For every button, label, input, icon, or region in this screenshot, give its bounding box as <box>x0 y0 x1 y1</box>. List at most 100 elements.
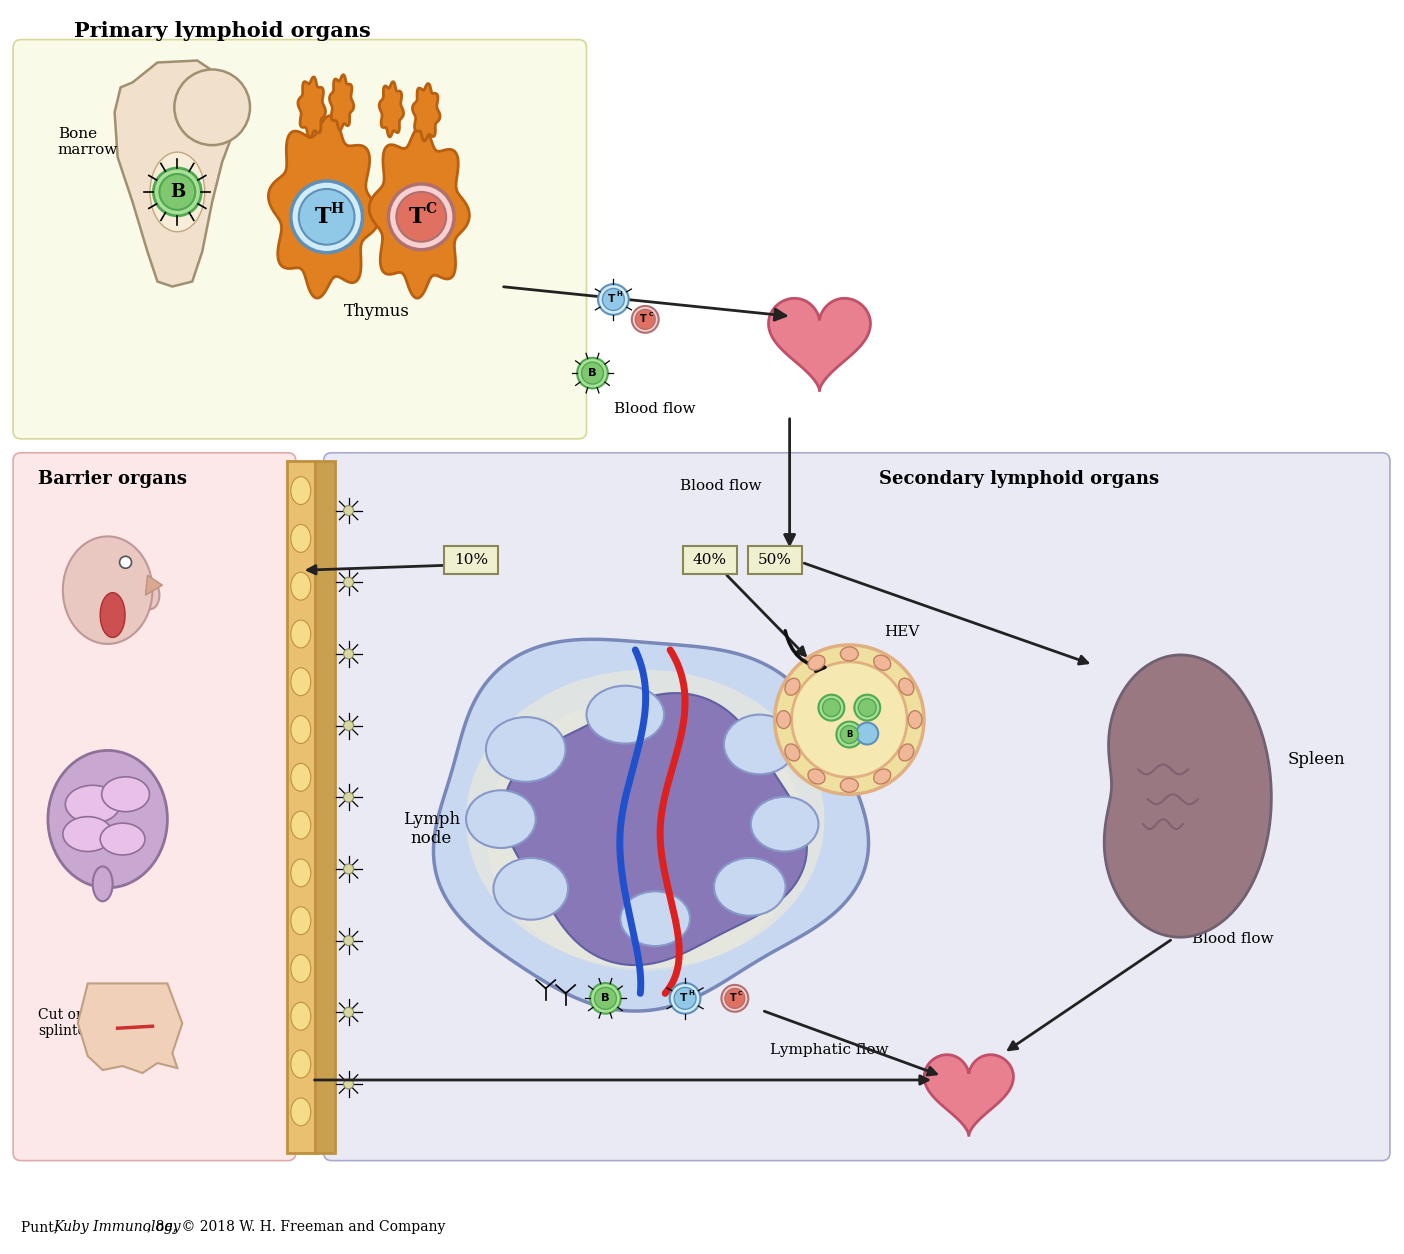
Ellipse shape <box>291 1099 310 1126</box>
Text: 10%: 10% <box>453 553 489 567</box>
Text: H: H <box>330 202 343 216</box>
Circle shape <box>856 722 879 745</box>
Ellipse shape <box>908 711 922 729</box>
Circle shape <box>722 984 748 1012</box>
Circle shape <box>344 505 354 515</box>
Circle shape <box>174 69 250 145</box>
Text: B: B <box>847 730 852 739</box>
Polygon shape <box>1104 655 1272 937</box>
Ellipse shape <box>873 769 890 784</box>
Polygon shape <box>434 640 869 1011</box>
Bar <box>286 460 314 1152</box>
Text: H: H <box>688 989 694 996</box>
Circle shape <box>344 1007 354 1017</box>
Ellipse shape <box>785 678 800 695</box>
Ellipse shape <box>776 711 790 729</box>
Text: T: T <box>409 206 425 228</box>
Polygon shape <box>268 115 379 298</box>
Ellipse shape <box>66 785 121 823</box>
Circle shape <box>344 864 354 874</box>
Ellipse shape <box>486 697 804 971</box>
Text: T: T <box>608 295 615 305</box>
FancyBboxPatch shape <box>324 453 1390 1161</box>
Text: C: C <box>649 312 653 317</box>
Circle shape <box>344 721 354 731</box>
Ellipse shape <box>751 796 819 851</box>
Ellipse shape <box>291 907 310 934</box>
Ellipse shape <box>899 678 914 695</box>
Ellipse shape <box>724 715 796 774</box>
Text: Spleen: Spleen <box>1287 751 1345 767</box>
Ellipse shape <box>291 811 310 839</box>
Circle shape <box>590 983 621 1013</box>
Circle shape <box>396 192 446 242</box>
Text: T: T <box>730 993 736 1003</box>
Ellipse shape <box>291 668 310 696</box>
Circle shape <box>854 695 880 721</box>
Text: Lymph
node: Lymph node <box>403 811 459 848</box>
Ellipse shape <box>63 537 153 643</box>
Ellipse shape <box>100 823 145 855</box>
Ellipse shape <box>93 867 112 902</box>
Text: 40%: 40% <box>694 553 727 567</box>
Text: B: B <box>170 183 185 201</box>
Text: Bone
marrow: Bone marrow <box>58 127 118 157</box>
Ellipse shape <box>841 779 858 793</box>
Ellipse shape <box>587 686 664 744</box>
Ellipse shape <box>291 572 310 601</box>
Text: C: C <box>739 991 743 996</box>
Circle shape <box>153 168 201 216</box>
Ellipse shape <box>466 670 824 968</box>
Ellipse shape <box>899 744 914 761</box>
FancyBboxPatch shape <box>684 547 737 574</box>
Ellipse shape <box>715 858 786 915</box>
Text: T: T <box>314 206 331 228</box>
Ellipse shape <box>466 790 536 848</box>
Text: Barrier organs: Barrier organs <box>38 470 187 488</box>
Circle shape <box>344 577 354 587</box>
Polygon shape <box>330 75 354 130</box>
Text: Primary lymphoid organs: Primary lymphoid organs <box>74 20 371 40</box>
Text: T: T <box>640 315 647 325</box>
Polygon shape <box>77 983 183 1073</box>
FancyBboxPatch shape <box>444 547 498 574</box>
Circle shape <box>160 174 195 209</box>
Text: Cut or
splinter: Cut or splinter <box>38 1008 93 1038</box>
Polygon shape <box>504 693 807 966</box>
Circle shape <box>299 189 355 245</box>
Circle shape <box>344 793 354 803</box>
Circle shape <box>602 288 625 311</box>
Circle shape <box>724 988 744 1008</box>
Ellipse shape <box>101 776 149 811</box>
Ellipse shape <box>150 152 205 232</box>
Circle shape <box>598 285 629 315</box>
Text: Kuby Immunology: Kuby Immunology <box>53 1220 181 1234</box>
Circle shape <box>775 645 924 794</box>
FancyBboxPatch shape <box>13 453 296 1161</box>
Text: HEV: HEV <box>885 624 920 640</box>
Ellipse shape <box>291 954 310 982</box>
Circle shape <box>389 184 453 250</box>
Circle shape <box>119 557 132 568</box>
Ellipse shape <box>807 769 826 784</box>
Ellipse shape <box>63 816 112 851</box>
Ellipse shape <box>291 1002 310 1031</box>
Text: Secondary lymphoid organs: Secondary lymphoid organs <box>879 470 1160 488</box>
Polygon shape <box>369 125 469 298</box>
Ellipse shape <box>142 581 160 609</box>
Circle shape <box>344 648 354 658</box>
Circle shape <box>819 695 844 721</box>
Text: B: B <box>601 993 609 1003</box>
Ellipse shape <box>291 859 310 887</box>
Text: Thymus: Thymus <box>344 303 410 320</box>
Text: , 8e, © 2018 W. H. Freeman and Company: , 8e, © 2018 W. H. Freeman and Company <box>147 1220 446 1234</box>
Ellipse shape <box>291 716 310 744</box>
Ellipse shape <box>100 593 125 637</box>
Ellipse shape <box>621 892 689 946</box>
Circle shape <box>635 310 656 330</box>
Circle shape <box>792 662 907 777</box>
Text: Lymphatic flow: Lymphatic flow <box>771 1043 889 1057</box>
Circle shape <box>344 1078 354 1088</box>
Text: 50%: 50% <box>758 553 792 567</box>
Ellipse shape <box>841 647 858 661</box>
